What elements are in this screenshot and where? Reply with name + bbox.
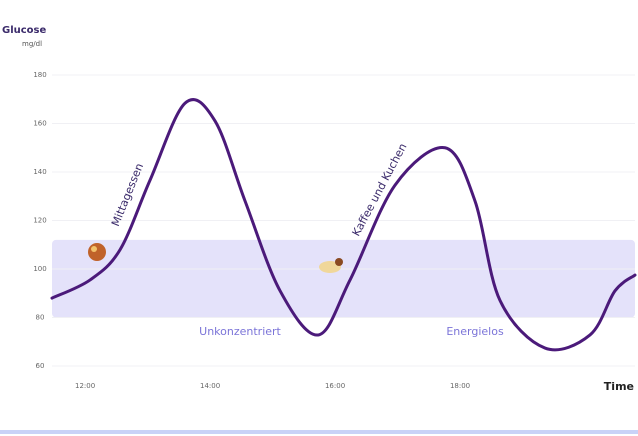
- meal-icon-detail: [91, 246, 97, 252]
- meal-icon: [88, 243, 106, 261]
- glucose-line: [50, 98, 637, 352]
- annotation: Energielos: [446, 325, 504, 338]
- annotation: Kaffee und Kuchen: [350, 141, 410, 238]
- x-tick-label: 18:00: [450, 382, 470, 390]
- target-range: [52, 239, 635, 318]
- y-tick-label: 180: [33, 71, 46, 79]
- y-tick-label: 60: [36, 362, 45, 370]
- y-tick-label: 80: [36, 314, 45, 322]
- x-tick-label: 14:00: [200, 382, 220, 390]
- x-tick-label: 16:00: [325, 382, 345, 390]
- y-tick-label: 120: [33, 217, 46, 225]
- y-tick-label: 160: [33, 120, 46, 128]
- annotation: Mittagessen: [109, 161, 146, 228]
- cake-icon-detail: [335, 258, 343, 266]
- x-axis-label: Time: [604, 380, 634, 393]
- x-tick-label: 12:00: [75, 382, 95, 390]
- y-tick-label: 100: [33, 265, 46, 273]
- chart-title: Glucose: [2, 25, 47, 36]
- y-unit: mg/dl: [22, 40, 42, 48]
- y-tick-label: 140: [33, 168, 46, 176]
- cake-icon: [319, 261, 341, 273]
- annotation: Unkonzentriert: [199, 325, 281, 338]
